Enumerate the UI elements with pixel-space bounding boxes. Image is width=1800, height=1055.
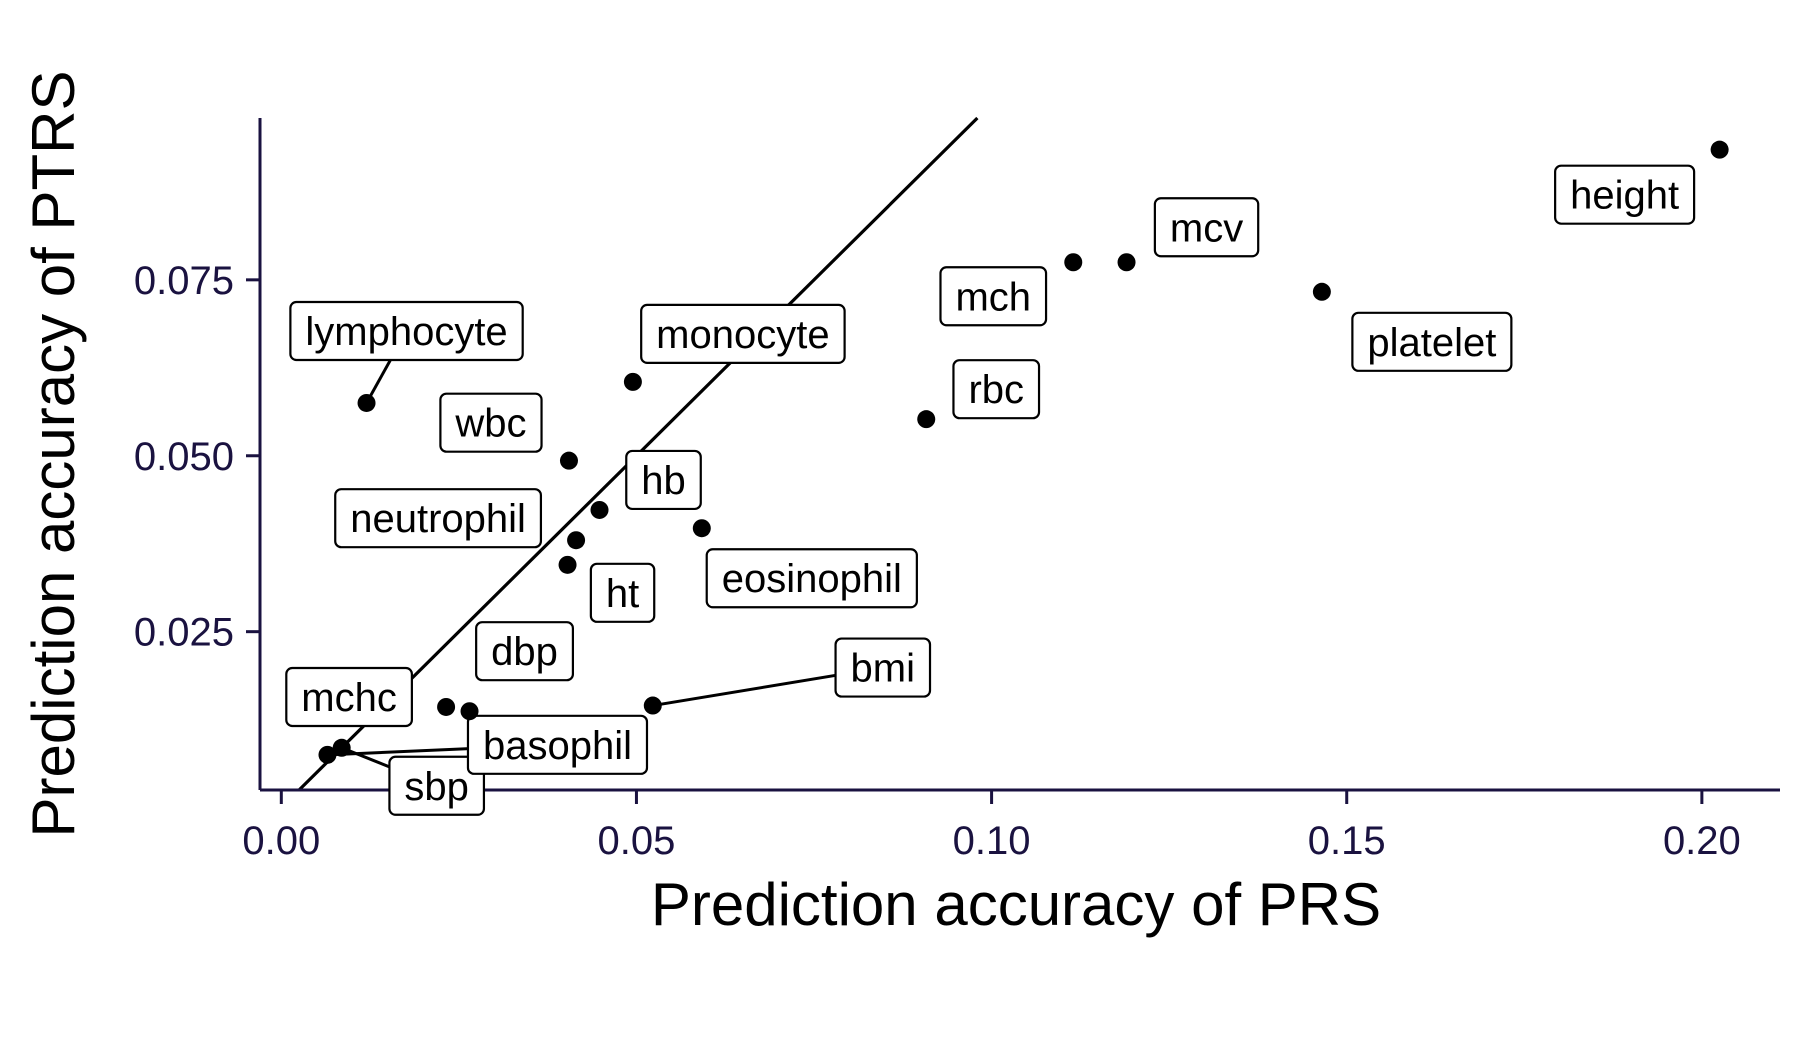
point-label-sbp: sbp (388, 755, 486, 816)
data-point-monocyte (623, 372, 642, 391)
data-point-eosinophil (692, 519, 711, 538)
point-label-wbc: wbc (439, 392, 543, 453)
data-point-dbp (460, 702, 479, 721)
label-text-monocyte: monocyte (656, 313, 829, 357)
label-box-bmi (834, 637, 932, 698)
label-text-hb: hb (641, 459, 686, 503)
label-text-basophil: basophil (483, 724, 632, 768)
data-point-rbc (917, 410, 936, 429)
point-label-bmi: bmi (834, 637, 932, 698)
y-axis-title: Prediction accuracy of PTRS (20, 71, 87, 838)
point-label-height: height (1554, 164, 1696, 225)
y-tick-label: 0.050 (134, 435, 234, 479)
data-point-mch (1064, 253, 1083, 272)
label-text-platelet: platelet (1367, 321, 1496, 365)
data-point-neutrophil (567, 531, 586, 550)
point-label-platelet: platelet (1351, 311, 1513, 372)
data-point-ht (558, 555, 577, 574)
data-point-lymphocyte (357, 393, 376, 412)
label-box-eosinophil (705, 548, 918, 609)
label-box-monocyte (640, 303, 846, 364)
x-tick-label: 0.00 (242, 819, 320, 863)
label-text-rbc: rbc (968, 368, 1024, 412)
label-text-dbp: dbp (491, 630, 558, 674)
x-axis-title: Prediction accuracy of PRS (651, 871, 1381, 938)
label-box-wbc (439, 392, 543, 453)
label-box-neutrophil (334, 488, 543, 549)
data-point-height (1710, 140, 1729, 159)
label-text-ht: ht (606, 572, 639, 616)
label-text-mcv: mcv (1170, 206, 1243, 250)
label-text-mchc: mchc (301, 676, 397, 720)
point-label-mch: mch (939, 266, 1048, 327)
label-text-sbp: sbp (404, 765, 469, 809)
x-tick-label: 0.20 (1663, 819, 1741, 863)
label-text-mch: mch (955, 275, 1031, 319)
point-label-eosinophil: eosinophil (705, 548, 918, 609)
point-label-ht: ht (589, 562, 656, 623)
data-point-platelet (1312, 282, 1331, 301)
axes-layer: 0.00 0.05 0.10 0.15 0.20 0.025 0.050 0.075 (134, 118, 1780, 863)
label-box-hb (625, 449, 702, 511)
data-point-wbc (559, 451, 578, 470)
x-tick-label: 0.10 (953, 819, 1031, 863)
data-point-sbp (332, 738, 351, 757)
label-text-neutrophil: neutrophil (350, 497, 526, 541)
label-box-rbc (952, 359, 1041, 420)
label-box-lymphocyte (289, 300, 524, 362)
point-label-mcv: mcv (1153, 197, 1260, 258)
data-point-basophil (318, 745, 337, 764)
point-label-rbc: rbc (952, 359, 1041, 420)
y-tick-label: 0.025 (134, 611, 234, 655)
label-box-sbp (388, 755, 486, 816)
label-box-mcv (1153, 197, 1260, 258)
data-point-mchc (437, 697, 456, 716)
data-point-bmi (643, 696, 662, 715)
label-box-ht (589, 562, 656, 623)
label-box-dbp (475, 621, 575, 682)
point-label-monocyte: monocyte (640, 303, 846, 364)
label-text-wbc: wbc (454, 402, 526, 446)
label-text-lymphocyte: lymphocyte (305, 310, 507, 354)
label-box-platelet (1351, 311, 1513, 372)
point-label-dbp: dbp (475, 621, 575, 682)
point-label-lymphocyte: lymphocyte (289, 300, 524, 362)
point-label-basophil: basophil (466, 714, 649, 775)
data-point-hb (590, 500, 609, 519)
x-tick-label: 0.05 (598, 819, 676, 863)
y-tick-label: 0.075 (134, 259, 234, 303)
point-labels-layer: height mcv mch platelet rbc lymphocyte monocyt… (285, 164, 1696, 816)
label-box-height (1554, 164, 1696, 225)
label-text-eosinophil: eosinophil (722, 557, 902, 601)
x-tick-label: 0.15 (1308, 819, 1386, 863)
label-box-mchc (285, 666, 413, 728)
point-label-neutrophil: neutrophil (334, 488, 543, 549)
label-box-mch (939, 266, 1048, 327)
data-point-mcv (1117, 253, 1136, 272)
point-label-mchc: mchc (285, 666, 413, 728)
label-box-basophil (466, 714, 649, 775)
point-label-hb: hb (625, 449, 702, 511)
label-text-height: height (1570, 174, 1679, 218)
points-layer (318, 140, 1729, 764)
label-text-bmi: bmi (851, 647, 915, 691)
